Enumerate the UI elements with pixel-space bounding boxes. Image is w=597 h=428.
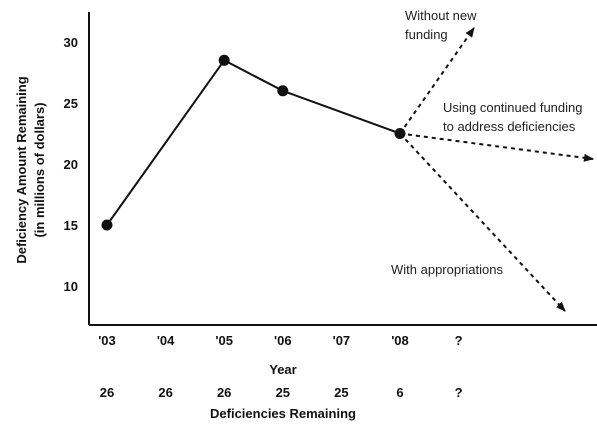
x-axis-label: Year bbox=[269, 362, 296, 377]
data-point bbox=[218, 54, 230, 66]
x-tick-label: '05 bbox=[215, 333, 233, 348]
deficiencies-count: ? bbox=[455, 385, 463, 400]
projection-label-flat: to address deficiencies bbox=[443, 119, 576, 134]
x-tick-label: '07 bbox=[333, 333, 351, 348]
x-tick-label: '03 bbox=[98, 333, 116, 348]
y-axis-label-line1: Deficiency Amount Remaining bbox=[14, 76, 29, 263]
x-tick-label: ? bbox=[455, 333, 463, 348]
projection-label-up: funding bbox=[405, 27, 448, 42]
y-tick-label: 10 bbox=[64, 279, 78, 294]
deficiencies-count: 26 bbox=[217, 385, 231, 400]
data-point bbox=[394, 128, 406, 139]
projection-label-flat: Using continued funding bbox=[443, 100, 583, 115]
deficiencies-count: 25 bbox=[334, 385, 348, 400]
y-tick-label: 25 bbox=[64, 96, 78, 111]
y-tick-label: 20 bbox=[64, 157, 78, 172]
series-line-segment bbox=[282, 89, 401, 135]
deficiencies-count: 26 bbox=[158, 385, 172, 400]
series-line-segment bbox=[223, 59, 284, 92]
deficiencies-count: 26 bbox=[100, 385, 114, 400]
x-tick-label: '04 bbox=[157, 333, 175, 348]
projection-label-up: Without new bbox=[405, 8, 477, 23]
projection-arrow-down bbox=[399, 132, 566, 312]
y-tick-label: 15 bbox=[64, 218, 78, 233]
projection-label-down: With appropriations bbox=[391, 262, 503, 277]
projection-arrow-flat bbox=[399, 132, 594, 162]
x-tick-label: '08 bbox=[391, 333, 409, 348]
projection-arrow-up bbox=[399, 27, 475, 135]
x-tick-label: '06 bbox=[274, 333, 292, 348]
data-point bbox=[277, 85, 289, 97]
deficiencies-count: 25 bbox=[276, 385, 290, 400]
deficiencies-remaining-label: Deficiencies Remaining bbox=[210, 406, 356, 421]
y-axis-label-line2: (in millions of dollars) bbox=[32, 102, 47, 237]
data-point bbox=[101, 219, 113, 231]
series-line-segment bbox=[106, 59, 226, 226]
deficiencies-count: 6 bbox=[396, 385, 403, 400]
y-tick-label: 30 bbox=[64, 35, 78, 50]
